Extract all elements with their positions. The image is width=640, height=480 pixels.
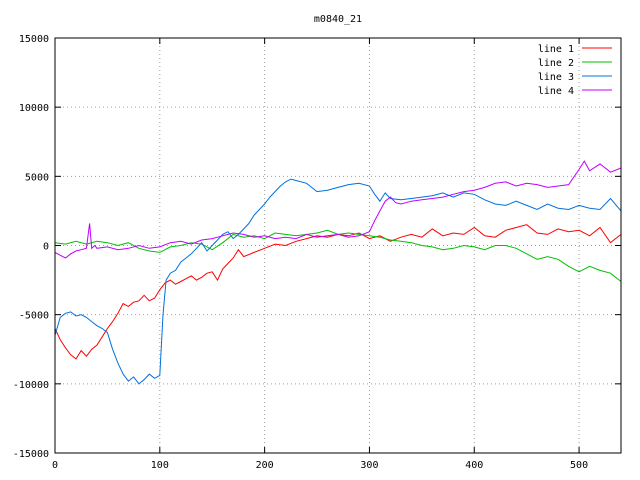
- series-line-2: [54, 229, 622, 282]
- y-tick-label: -5000: [19, 311, 49, 322]
- plot-lines: [54, 160, 622, 385]
- x-tick-label: 200: [256, 460, 274, 471]
- y-tick-label: 10000: [19, 103, 49, 114]
- series-line-1: [54, 224, 622, 360]
- legend-label: line 3: [538, 72, 574, 83]
- x-tick-label: 400: [465, 460, 483, 471]
- legend: line 1 line 2 line 3 line 4: [538, 44, 612, 97]
- series-line-4: [54, 160, 622, 259]
- legend-label: line 2: [538, 58, 574, 69]
- y-tick-label: 15000: [19, 34, 49, 45]
- legend-label: line 1: [538, 44, 574, 55]
- x-tick-label: 300: [360, 460, 378, 471]
- x-tick-label: 0: [52, 460, 58, 471]
- legend-label: line 4: [538, 86, 574, 97]
- x-tick-label: 100: [151, 460, 169, 471]
- y-tick-label: -10000: [13, 380, 49, 391]
- chart-title: m0840_21: [314, 14, 362, 25]
- y-tick-label: 5000: [25, 172, 49, 183]
- y-tick-label: 0: [43, 242, 49, 253]
- x-tick-label: 500: [570, 460, 588, 471]
- y-tick-label: -15000: [13, 449, 49, 460]
- axis-ticks: 0 100 200 300 400 500 -15000 -10000 -5000 0 5000 10…: [13, 34, 621, 471]
- series-line-3: [54, 178, 622, 385]
